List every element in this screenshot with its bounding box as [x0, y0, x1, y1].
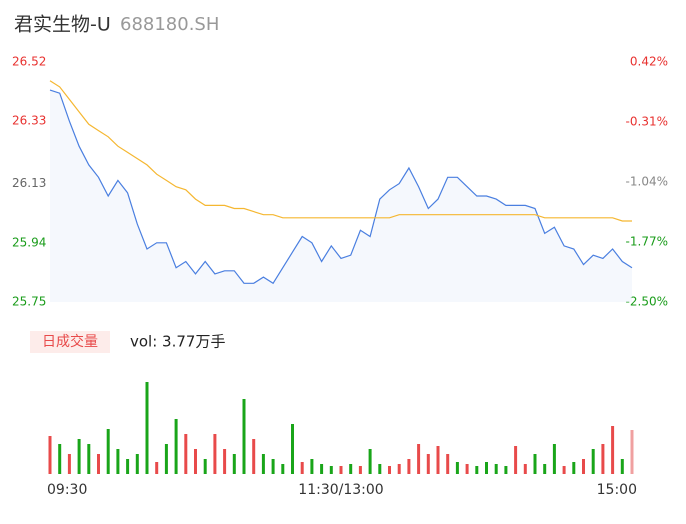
volume-bar	[116, 449, 120, 474]
y-tick-label: 26.33	[12, 114, 46, 128]
volume-bar	[504, 466, 508, 474]
volume-bar	[252, 439, 256, 474]
volume-bar	[164, 444, 168, 474]
volume-bar	[310, 459, 314, 474]
y2-tick-label: 0.42%	[630, 55, 668, 69]
volume-bar	[514, 446, 518, 474]
volume-bar	[223, 449, 227, 474]
legend-button-bg[interactable]	[30, 331, 110, 353]
volume-bar	[407, 459, 411, 474]
volume-bar	[601, 444, 605, 474]
volume-bar	[543, 464, 547, 474]
x-tick-label: 09:30	[47, 482, 87, 498]
volume-bar	[426, 454, 430, 474]
volume-bar	[213, 434, 217, 474]
volume-bar	[261, 454, 265, 474]
y-tick-label: 26.52	[12, 55, 46, 69]
legend-button[interactable]: 日成交量	[42, 333, 98, 350]
volume-bar	[388, 466, 391, 474]
y2-tick-label: -1.04%	[626, 175, 668, 189]
volume-bar	[465, 464, 469, 474]
volume-bar	[485, 462, 488, 474]
volume-bar	[242, 399, 246, 474]
volume-bar	[329, 466, 333, 474]
y2-tick-label: -0.31%	[626, 115, 668, 129]
volume-bar	[591, 449, 595, 474]
volume-bar	[397, 464, 401, 474]
volume-annotation: vol: 3.77万手	[130, 333, 225, 351]
volume-bar	[630, 430, 634, 474]
volume-bar	[455, 462, 459, 474]
volume-bar	[174, 419, 178, 474]
volume-bar	[523, 464, 527, 474]
y-tick-label: 25.75	[12, 295, 46, 309]
volume-bar	[126, 459, 130, 474]
series-line	[49, 89, 633, 285]
volume-bar	[494, 464, 498, 474]
volume-bar	[611, 426, 615, 474]
volume-bar	[184, 434, 188, 474]
volume-bar	[378, 464, 382, 474]
volume-bar	[339, 466, 343, 474]
volume-bar	[475, 466, 479, 474]
volume-bar	[67, 454, 71, 474]
volume-bar	[203, 459, 207, 474]
volume-bar	[349, 464, 353, 474]
volume-bar	[48, 436, 52, 474]
y-tick-label: 26.13	[12, 176, 46, 190]
x-tick-label: 11:30/13:00	[298, 482, 383, 498]
price-area	[50, 90, 632, 302]
volume-bar	[281, 464, 285, 474]
series-line	[49, 80, 632, 222]
volume-bar	[135, 454, 139, 474]
volume-bar	[562, 466, 566, 474]
stock-code: 688180.SH	[120, 14, 219, 35]
volume-bar	[232, 454, 236, 474]
volume-bar	[300, 462, 304, 474]
stock-name: 君实生物-U	[14, 14, 111, 36]
volume-bar	[106, 429, 110, 474]
volume-bar	[572, 462, 576, 474]
volume-bar	[58, 444, 62, 474]
x-tick-label: 15:00	[597, 482, 637, 498]
volume-bar	[194, 449, 197, 474]
volume-bar	[620, 459, 624, 474]
volume-bar	[368, 449, 372, 474]
volume-bar	[436, 446, 440, 474]
y2-tick-label: -2.50%	[626, 295, 668, 309]
volume-bar	[291, 424, 294, 474]
volume-bar	[533, 454, 537, 474]
y-tick-label: 25.94	[12, 235, 46, 249]
y2-tick-label: -1.77%	[626, 235, 668, 249]
volume-bar	[582, 459, 585, 474]
volume-bar	[552, 444, 556, 474]
volume-bar	[155, 462, 159, 474]
volume-bar	[446, 454, 450, 474]
volume-bar	[320, 464, 324, 474]
volume-bar	[271, 459, 275, 474]
volume-bar	[77, 439, 81, 474]
volume-bar	[145, 382, 149, 474]
volume-bar	[358, 466, 362, 474]
volume-bar	[87, 444, 91, 474]
volume-bar	[417, 444, 421, 474]
volume-bar	[97, 454, 100, 474]
